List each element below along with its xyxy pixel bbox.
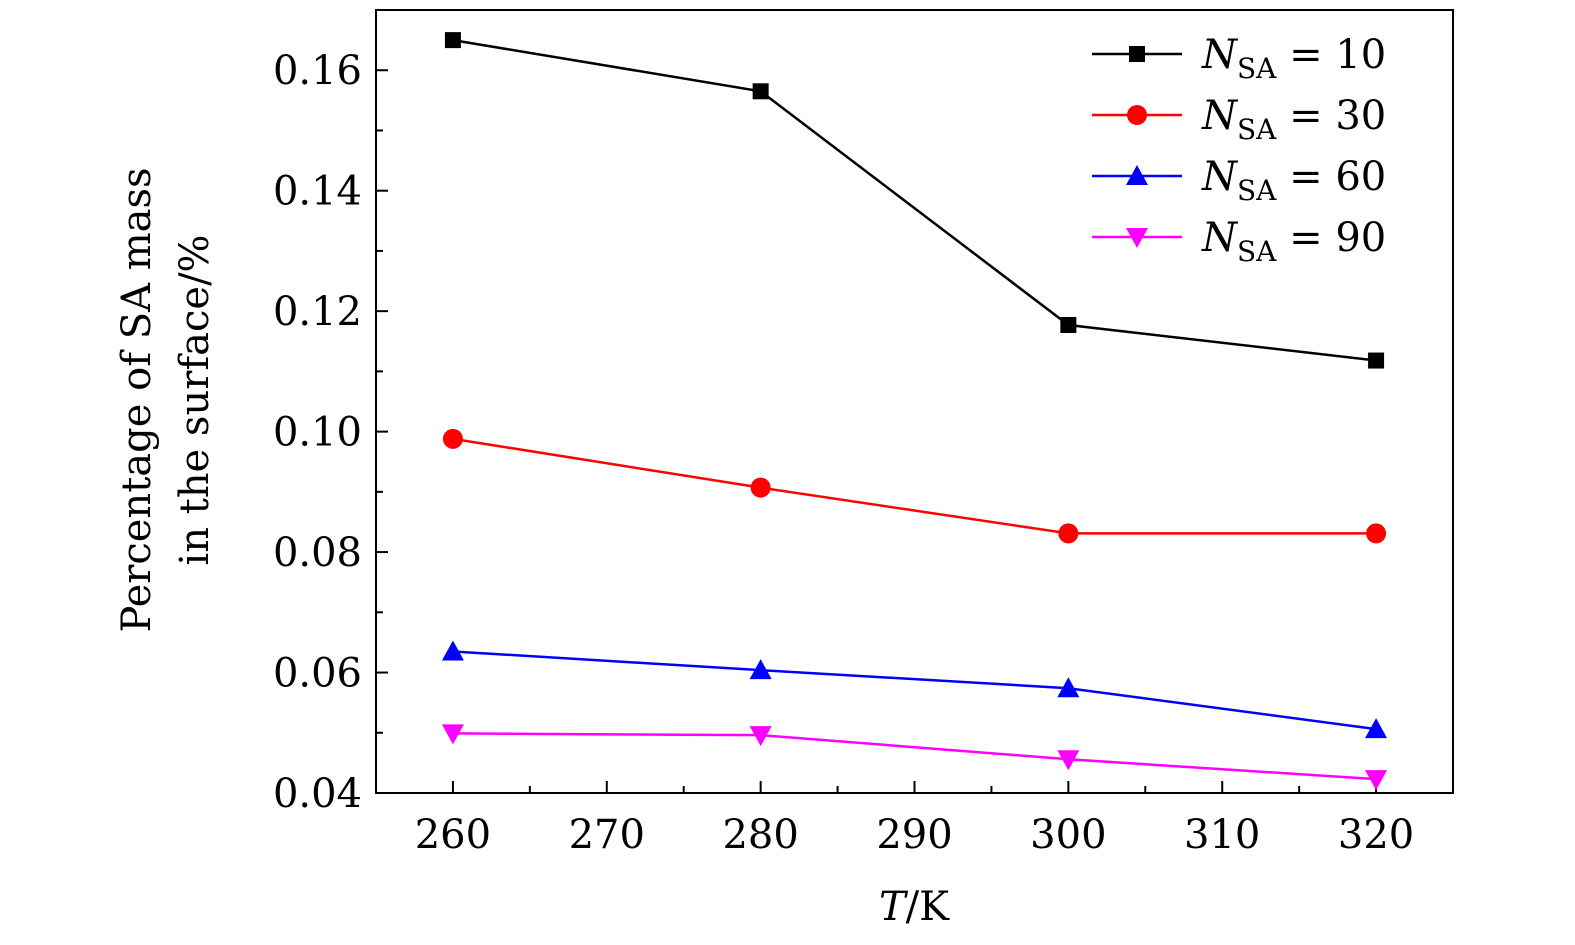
series-0 <box>444 32 1385 369</box>
legend-label: NSA = 90 <box>1201 215 1386 268</box>
x-tick-label: 270 <box>569 812 645 858</box>
series-line <box>452 38 1377 362</box>
y-tick-label: 0.12 <box>273 289 362 335</box>
legend-item: NSA = 30 <box>1092 93 1386 146</box>
data-point <box>1057 750 1080 771</box>
legend-marker <box>1129 46 1145 62</box>
x-tick-label: 260 <box>415 812 491 858</box>
legend-item: NSA = 90 <box>1092 215 1386 268</box>
data-point <box>1365 718 1388 739</box>
data-point <box>441 724 464 745</box>
x-axis-label: T/K <box>879 884 950 930</box>
data-point <box>442 428 463 449</box>
x-tick-label: 310 <box>1184 812 1260 858</box>
data-point <box>441 640 464 661</box>
legend-item: NSA = 60 <box>1092 154 1386 207</box>
data-point <box>1058 523 1079 544</box>
y-tick-label: 0.04 <box>273 771 362 817</box>
data-point <box>1057 677 1080 698</box>
y-tick-label: 0.16 <box>273 48 362 94</box>
data-point <box>749 726 772 747</box>
x-tick-label: 290 <box>876 812 952 858</box>
data-point <box>444 32 461 49</box>
series-line <box>452 732 1377 781</box>
series-1 <box>442 428 1387 544</box>
series-2 <box>441 640 1388 739</box>
x-tick-label: 300 <box>1030 812 1106 858</box>
data-point <box>1368 352 1385 369</box>
legend-label: NSA = 60 <box>1201 154 1386 207</box>
data-point <box>749 659 772 680</box>
data-point <box>1060 317 1077 334</box>
x-tick-label: 280 <box>722 812 798 858</box>
legend-label: NSA = 30 <box>1201 93 1386 146</box>
data-point <box>1366 523 1387 544</box>
y-tick-label: 0.10 <box>273 410 362 456</box>
legend-marker <box>1126 228 1148 248</box>
series-line <box>452 437 1377 535</box>
data-point <box>1365 770 1388 791</box>
y-tick-label: 0.06 <box>273 651 362 697</box>
legend-item: NSA = 10 <box>1092 32 1386 85</box>
series-3 <box>441 724 1388 791</box>
y-axis-label-line2: in the surface/% <box>172 234 218 565</box>
legend-marker <box>1127 105 1147 125</box>
y-axis-label-line1: Percentage of SA mass <box>114 167 160 632</box>
legend-label: NSA = 10 <box>1201 32 1386 85</box>
legend-marker <box>1126 165 1148 185</box>
data-point <box>750 477 771 498</box>
series-line <box>452 650 1377 731</box>
y-tick-label: 0.14 <box>273 169 362 215</box>
y-tick-label: 0.08 <box>273 530 362 576</box>
data-point <box>752 83 769 100</box>
x-tick-label: 320 <box>1338 812 1414 858</box>
